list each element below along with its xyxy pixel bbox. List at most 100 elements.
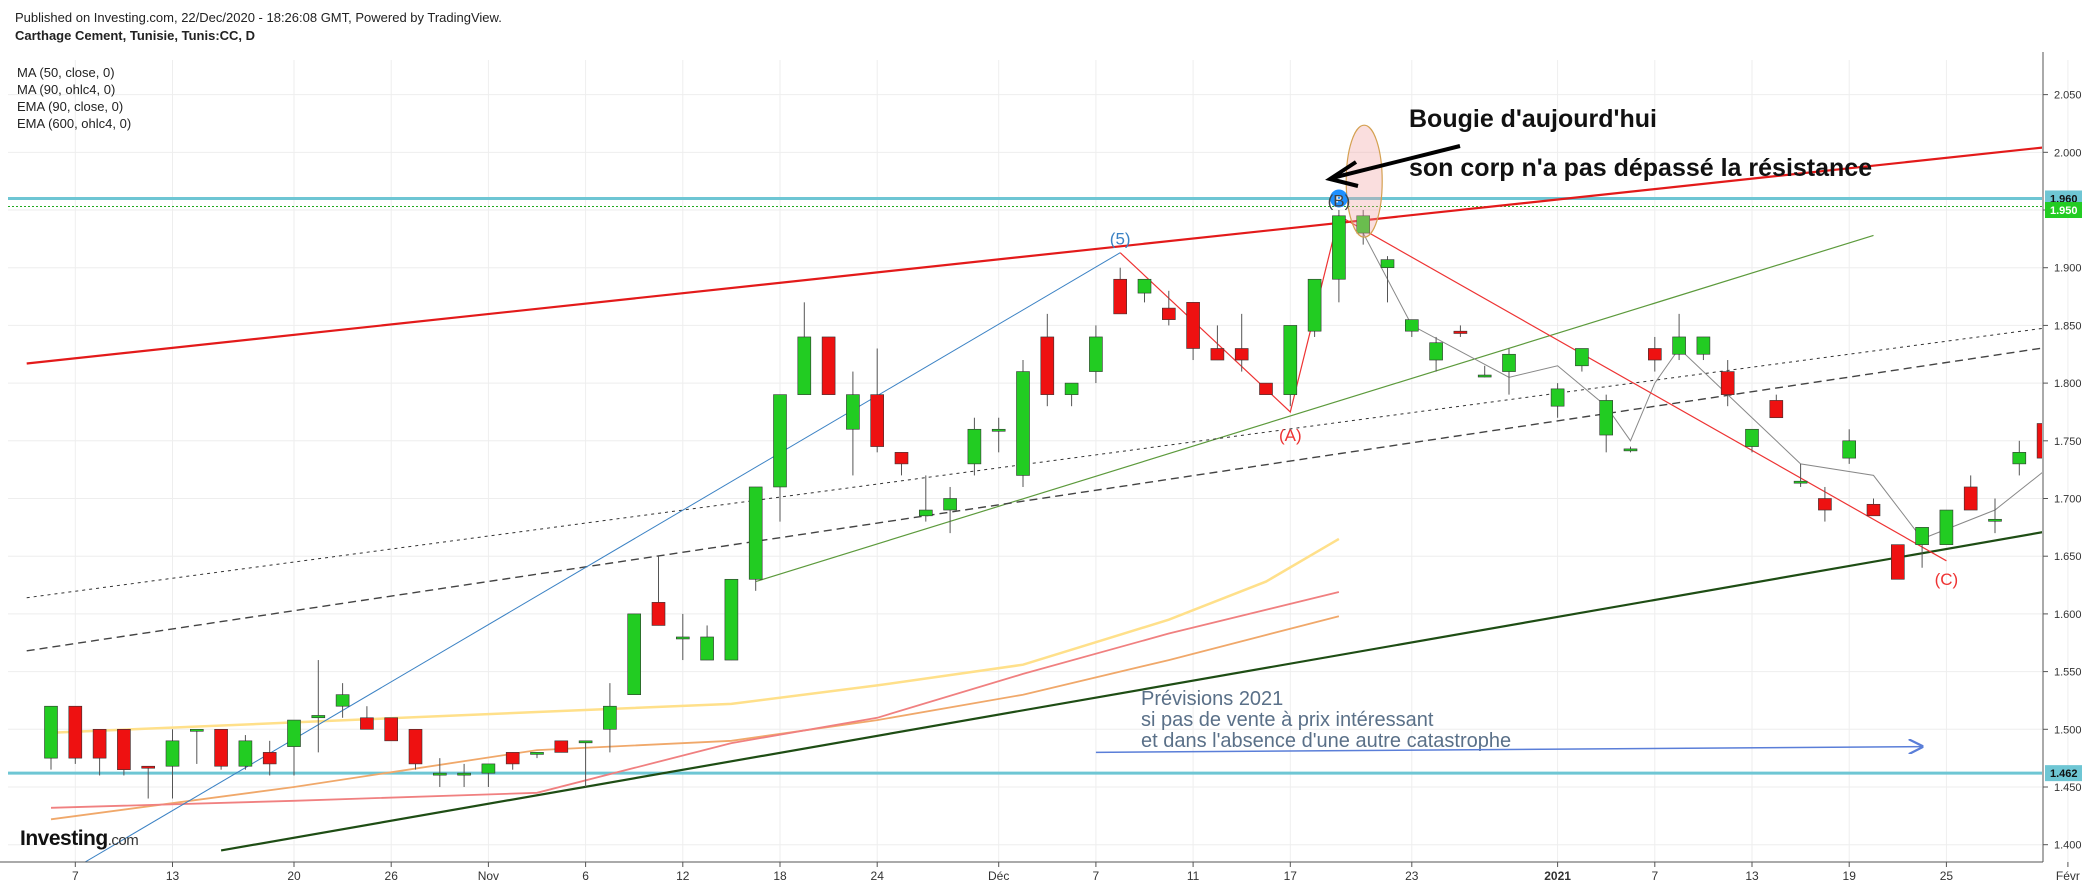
forecast-line-2: si pas de vente à prix intéressant bbox=[1141, 709, 1434, 731]
candle bbox=[1818, 486, 1832, 522]
x-tick-label: Déc bbox=[988, 869, 1009, 883]
candle-body bbox=[1915, 527, 1929, 545]
candle bbox=[384, 717, 399, 742]
wave-label-5: (5) bbox=[1110, 230, 1131, 249]
y-tick-label: 1.850 bbox=[2054, 320, 2082, 332]
candle-body bbox=[1186, 302, 1200, 349]
indicator-ma90[interactable]: MA (90, ohlc4, 0) bbox=[17, 82, 116, 97]
candle bbox=[870, 348, 885, 453]
candle bbox=[287, 719, 301, 776]
candle-body bbox=[2036, 423, 2042, 459]
dashed-trendline bbox=[26, 347, 2042, 652]
candle-body bbox=[1502, 353, 1516, 372]
candle-body bbox=[287, 719, 301, 747]
candle-body bbox=[165, 740, 180, 767]
wave-label-a: (A) bbox=[1279, 426, 1302, 445]
candle-body bbox=[1429, 342, 1443, 361]
candle bbox=[894, 452, 909, 476]
investing-logo: Investing.com bbox=[20, 827, 139, 851]
x-tick-label: 7 bbox=[1093, 869, 1100, 883]
candle bbox=[1672, 313, 1686, 361]
candle-body bbox=[773, 394, 787, 488]
candle bbox=[1380, 256, 1395, 303]
candle-body bbox=[44, 705, 58, 759]
candle bbox=[1793, 463, 1808, 487]
candle bbox=[1866, 498, 1881, 517]
candle-body bbox=[1113, 278, 1127, 315]
y-tick-label: 1.450 bbox=[2054, 782, 2082, 794]
candle bbox=[1891, 544, 1905, 580]
x-tick-label: 6 bbox=[582, 869, 589, 883]
candle bbox=[432, 758, 447, 787]
candle bbox=[141, 765, 155, 799]
candle-body bbox=[335, 694, 350, 707]
candle bbox=[773, 394, 787, 522]
candle-body bbox=[1818, 498, 1832, 511]
candle bbox=[724, 578, 739, 661]
candle-body bbox=[1283, 325, 1298, 395]
candle-body bbox=[675, 636, 690, 640]
candle-body bbox=[821, 336, 836, 395]
candle-body bbox=[748, 486, 763, 580]
candle-body bbox=[1064, 382, 1079, 395]
candle-body bbox=[311, 715, 326, 719]
price-label-box bbox=[2045, 765, 2082, 782]
candle bbox=[1064, 382, 1079, 407]
candle bbox=[1186, 302, 1200, 361]
logo-main: Investing bbox=[20, 827, 108, 850]
candle-body bbox=[651, 602, 666, 626]
candle-body bbox=[117, 728, 131, 770]
candle bbox=[1137, 278, 1152, 303]
y-tick-label: 1.550 bbox=[2054, 667, 2082, 679]
candle-body bbox=[214, 728, 228, 767]
published-line: Published on Investing.com, 22/Dec/2020 … bbox=[15, 10, 502, 25]
x-tick-label: 13 bbox=[166, 869, 180, 883]
candle bbox=[943, 486, 957, 534]
candle bbox=[2012, 440, 2027, 476]
candle bbox=[1089, 325, 1103, 384]
candle-body bbox=[360, 717, 374, 730]
dotted-trendline bbox=[26, 327, 2042, 599]
candle bbox=[821, 336, 836, 395]
candle-body bbox=[1307, 278, 1322, 332]
x-tick-label: 7 bbox=[72, 869, 79, 883]
candle-body bbox=[1332, 215, 1346, 280]
forecast-line-3: et dans l'absence d'une autre catastroph… bbox=[1141, 730, 1511, 752]
candle-body bbox=[1696, 336, 1711, 355]
candle bbox=[627, 613, 642, 695]
candle bbox=[1769, 394, 1784, 419]
candle-body bbox=[92, 728, 107, 759]
candle-body bbox=[1599, 400, 1613, 436]
candle bbox=[1842, 429, 1856, 464]
candle bbox=[1648, 336, 1662, 372]
candle-body bbox=[1745, 428, 1759, 447]
candle bbox=[1720, 360, 1735, 407]
candle-body bbox=[1380, 259, 1395, 269]
indicator-ma50[interactable]: MA (50, close, 0) bbox=[17, 65, 115, 80]
candle bbox=[1599, 394, 1613, 453]
candle-body bbox=[894, 452, 909, 465]
candle bbox=[1963, 475, 1978, 511]
wave-label-b: (B) bbox=[1328, 192, 1351, 211]
candle bbox=[1210, 325, 1225, 361]
candle bbox=[1477, 365, 1492, 378]
candle bbox=[1332, 210, 1346, 303]
candle bbox=[1113, 267, 1127, 315]
indicator-ema90[interactable]: EMA (90, close, 0) bbox=[17, 99, 124, 114]
callout-title: Bougie d'aujourd'hui bbox=[1409, 105, 1657, 133]
candle bbox=[918, 475, 933, 522]
candle-body bbox=[1891, 544, 1905, 580]
candle bbox=[117, 728, 131, 776]
candle-body bbox=[262, 752, 277, 765]
candle-body bbox=[603, 705, 617, 730]
candle-body bbox=[1210, 348, 1225, 361]
x-tick-label: 13 bbox=[1745, 869, 1759, 883]
ma50-line bbox=[50, 537, 1340, 735]
candle bbox=[238, 735, 253, 770]
callout-arrow-shaft bbox=[1331, 144, 1461, 180]
indicator-ema600[interactable]: EMA (600, ohlc4, 0) bbox=[17, 116, 132, 131]
candle-body bbox=[1793, 480, 1808, 484]
candle bbox=[797, 302, 812, 395]
price-label-box bbox=[2045, 202, 2082, 219]
